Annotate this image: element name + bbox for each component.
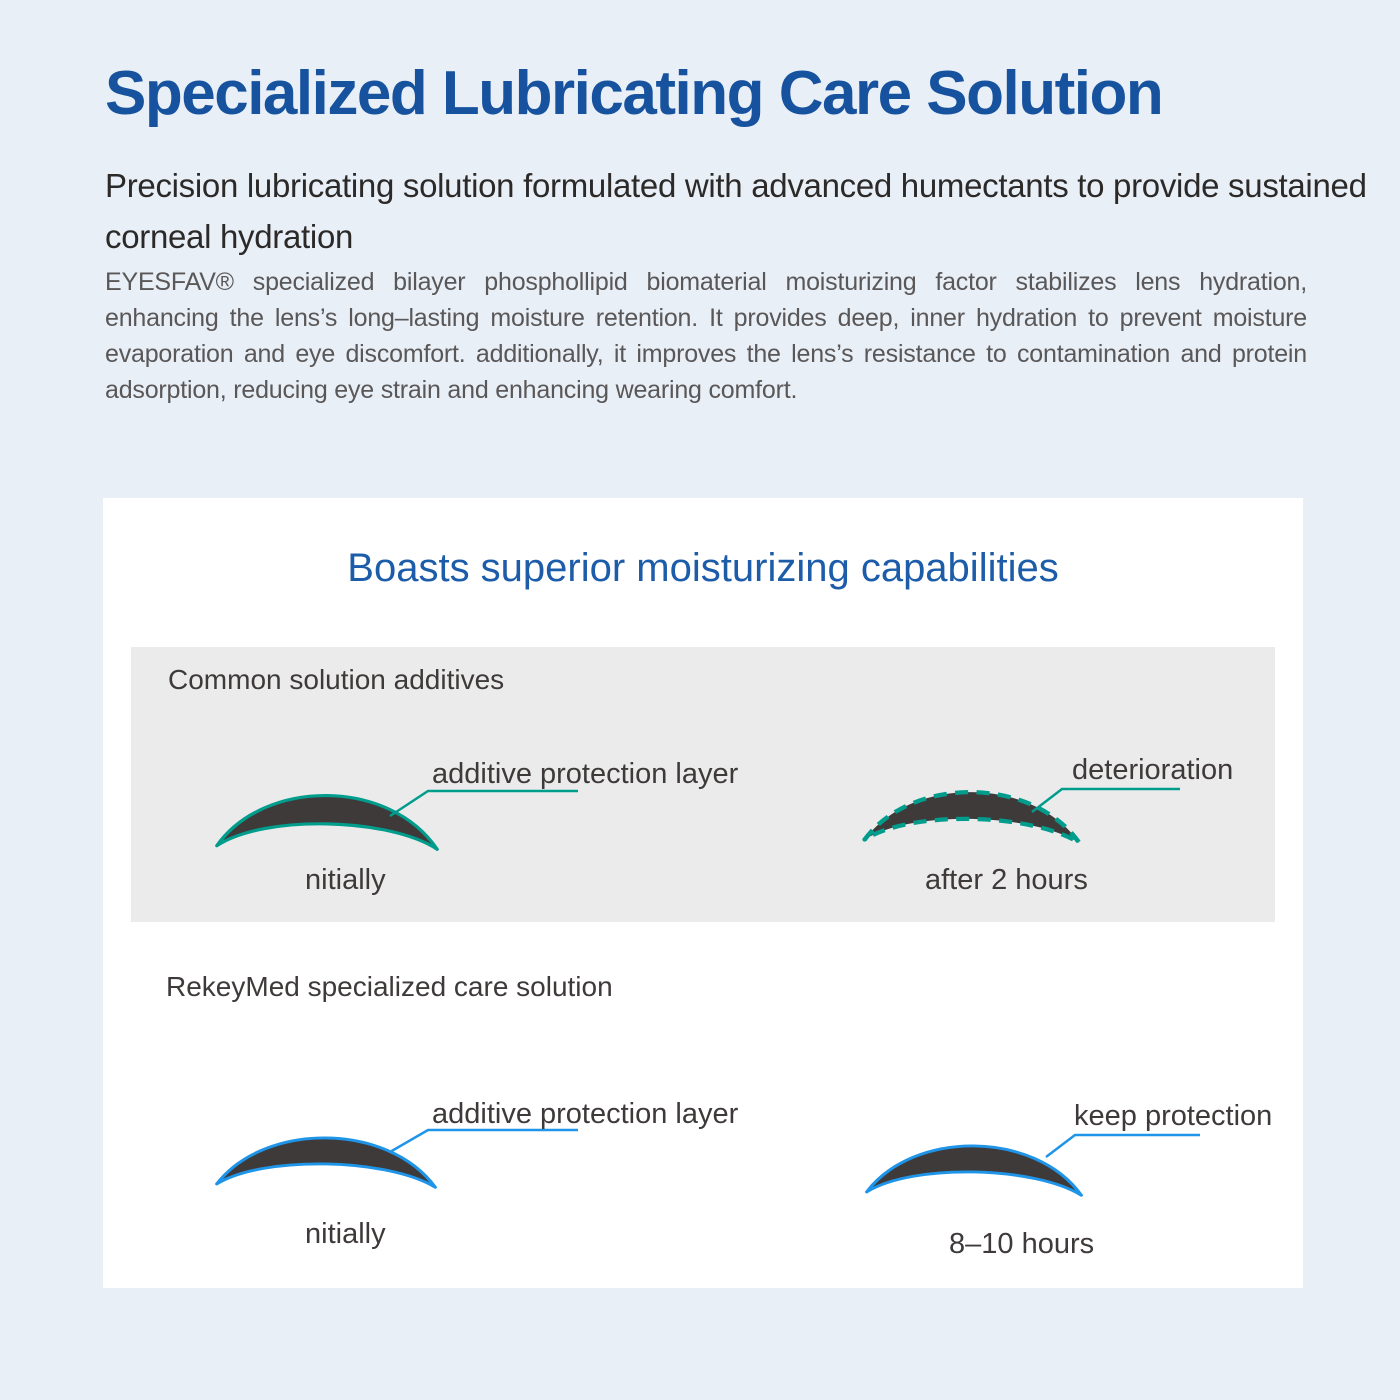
page-subtitle: Precision lubricating solution formulate… [105,167,1367,256]
common-additives-label: Common solution additives [168,664,505,695]
callout-label: additive protection layer [432,758,739,790]
lens-caption: nitially [305,864,386,896]
intro-paragraph: EYESFAV® specialized bilayer phosphollip… [105,268,1307,404]
callout-label: keep protection [1074,1100,1273,1132]
page-title: Specialized Lubricating Care Solution [105,59,1164,128]
lens-caption: nitially [305,1218,386,1250]
common-additives-panel [131,647,1275,922]
lens-caption: after 2 hours [925,864,1088,896]
callout-label: additive protection layer [432,1098,739,1130]
card-heading: Boasts superior moisturizing capabilitie… [347,546,1059,590]
lens-cross-section-icon [215,1136,437,1189]
lens-cross-section-icon [865,1144,1083,1197]
lens-cross-section-dashed-icon [862,790,1082,846]
rekeymed-label: RekeyMed specialized care solution [166,971,613,1002]
lens-cross-section-icon [215,793,439,851]
callout-label: deterioration [1072,754,1234,786]
lens-caption: 8–10 hours [949,1228,1095,1260]
